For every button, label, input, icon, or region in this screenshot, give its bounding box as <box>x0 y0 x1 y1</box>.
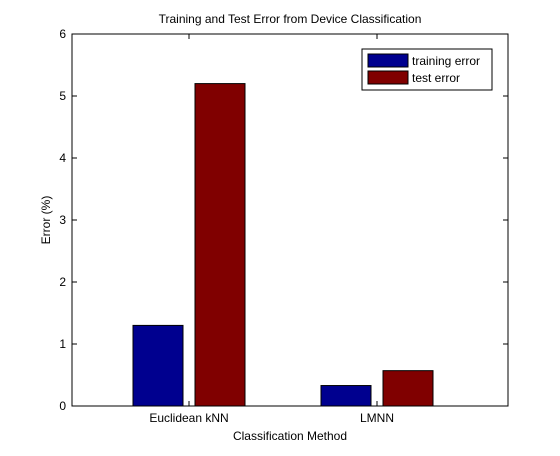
y-tick-label: 5 <box>59 89 66 103</box>
legend-label: test error <box>412 71 460 85</box>
y-tick-label: 3 <box>59 213 66 227</box>
bars <box>132 83 434 407</box>
x-axis-title: Classification Method <box>233 429 347 443</box>
chart-title: Training and Test Error from Device Clas… <box>159 12 422 26</box>
bar-test-error-lmnn <box>382 370 434 407</box>
legend-label: training error <box>412 54 480 68</box>
bar-test-error-euclidean-knn <box>194 83 246 407</box>
y-tick-label: 0 <box>59 399 66 413</box>
legend-swatch <box>367 70 409 85</box>
legend: training error test error <box>361 48 493 91</box>
x-tick-label: LMNN <box>360 411 394 425</box>
x-tick-label: Euclidean kNN <box>149 411 228 425</box>
y-axis: 0 1 2 3 4 5 6 <box>59 27 508 413</box>
bar-training-error-euclidean-knn <box>132 324 184 407</box>
y-tick-label: 6 <box>59 27 66 41</box>
x-axis: Euclidean kNN LMNN <box>149 34 394 425</box>
legend-swatch <box>367 53 409 68</box>
y-tick-label: 1 <box>59 337 66 351</box>
y-axis-title: Error (%) <box>39 196 53 245</box>
bar-training-error-lmnn <box>320 385 372 407</box>
y-tick-label: 2 <box>59 275 66 289</box>
y-tick-label: 4 <box>59 151 66 165</box>
